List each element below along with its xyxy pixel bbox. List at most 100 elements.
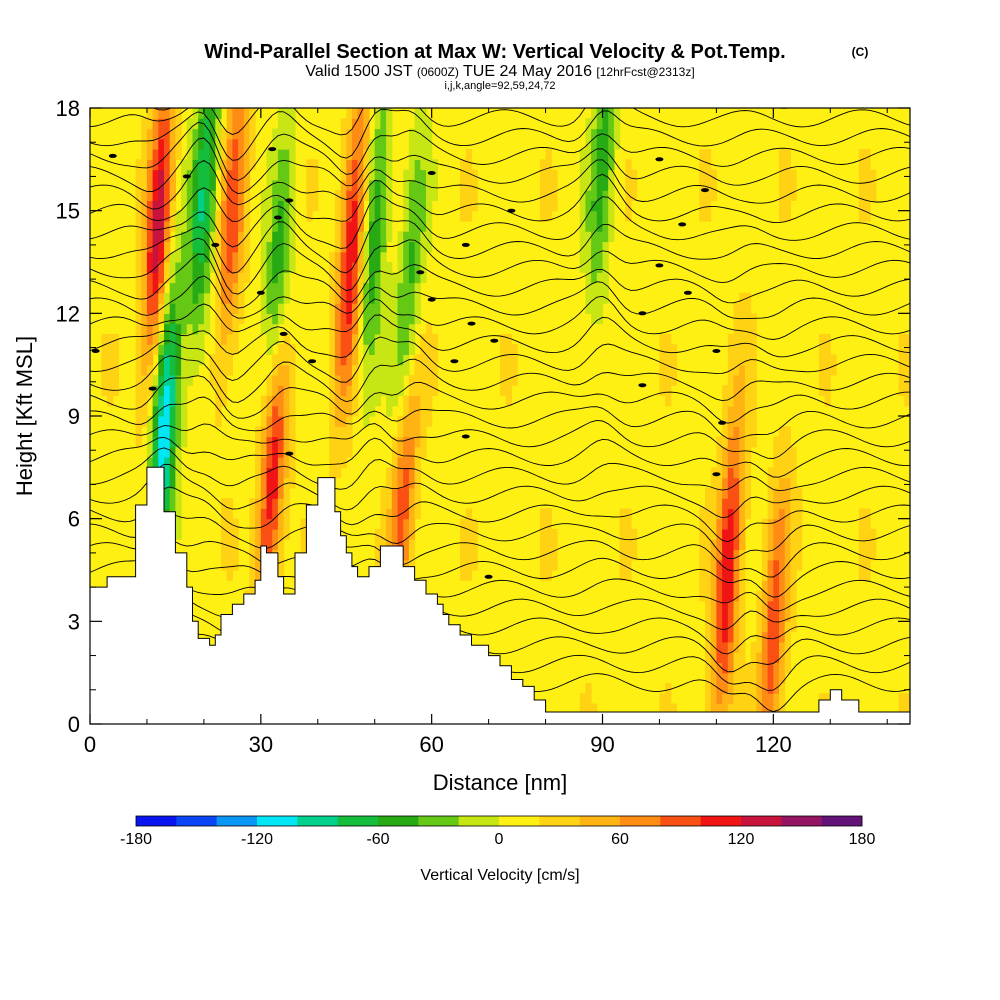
velocity-cell bbox=[289, 364, 296, 376]
velocity-cell bbox=[403, 313, 410, 325]
velocity-cell bbox=[431, 354, 438, 366]
velocity-cell bbox=[733, 703, 740, 715]
velocity-cell bbox=[226, 262, 233, 273]
velocity-cell bbox=[591, 241, 598, 253]
velocity-cell bbox=[397, 416, 404, 427]
velocity-cell bbox=[135, 416, 142, 427]
velocity-cell bbox=[221, 508, 228, 520]
velocity-cell bbox=[283, 457, 290, 468]
velocity-cell bbox=[329, 333, 336, 345]
velocity-cell bbox=[175, 374, 182, 386]
velocity-cell bbox=[739, 333, 746, 345]
velocity-cell bbox=[226, 539, 233, 551]
velocity-cell bbox=[192, 344, 199, 355]
velocity-cell bbox=[158, 374, 165, 386]
velocity-cell bbox=[716, 621, 723, 633]
velocity-cell bbox=[175, 220, 182, 232]
velocity-cell bbox=[386, 138, 393, 150]
velocity-cell bbox=[272, 467, 279, 479]
velocity-cell bbox=[255, 426, 262, 438]
velocity-cell bbox=[260, 272, 268, 284]
velocity-cell bbox=[420, 169, 427, 181]
velocity-cell bbox=[203, 108, 211, 119]
velocity-cell bbox=[277, 416, 285, 427]
velocity-cell bbox=[579, 693, 586, 705]
velocity-cell bbox=[779, 682, 786, 694]
velocity-cell bbox=[596, 282, 604, 294]
velocity-cell bbox=[215, 220, 222, 232]
velocity-cell bbox=[414, 508, 421, 520]
velocity-cell bbox=[369, 231, 376, 243]
velocity-cell bbox=[221, 128, 228, 140]
velocity-cell bbox=[773, 590, 780, 602]
velocity-cell bbox=[351, 364, 359, 376]
velocity-cell bbox=[249, 559, 256, 571]
velocity-cell bbox=[858, 190, 866, 201]
velocity-cell bbox=[226, 364, 233, 376]
velocity-cell bbox=[186, 241, 194, 253]
velocity-cell bbox=[107, 374, 114, 386]
velocity-cell bbox=[619, 508, 626, 520]
velocity-cell bbox=[397, 292, 404, 304]
velocity-cell bbox=[363, 118, 370, 130]
velocity-cell bbox=[716, 436, 723, 448]
velocity-cell bbox=[146, 333, 154, 345]
velocity-cell bbox=[380, 262, 387, 273]
velocity-cell bbox=[591, 159, 598, 171]
velocity-cell bbox=[761, 682, 769, 694]
velocity-cell bbox=[386, 200, 393, 212]
velocity-cell bbox=[784, 210, 791, 222]
velocity-cell bbox=[169, 446, 176, 458]
velocity-cell bbox=[460, 159, 467, 171]
velocity-cell bbox=[539, 539, 547, 551]
velocity-cell bbox=[858, 210, 866, 222]
velocity-cell bbox=[403, 559, 410, 571]
velocity-cell bbox=[722, 621, 729, 633]
velocity-cell bbox=[750, 374, 757, 386]
velocity-cell bbox=[705, 590, 712, 602]
velocity-cell bbox=[784, 426, 791, 438]
velocity-cell bbox=[727, 405, 735, 417]
velocity-cell bbox=[585, 693, 592, 705]
velocity-cell bbox=[790, 559, 797, 571]
velocity-cell bbox=[471, 549, 478, 561]
velocity-cell bbox=[221, 210, 228, 222]
velocity-cell bbox=[773, 693, 780, 705]
velocity-cell bbox=[181, 220, 188, 232]
velocity-cell bbox=[539, 200, 547, 212]
colorbar-swatch bbox=[821, 816, 863, 826]
velocity-cell bbox=[898, 693, 905, 705]
velocity-cell bbox=[585, 303, 592, 314]
velocity-cell bbox=[158, 354, 165, 366]
velocity-cell bbox=[215, 108, 222, 119]
velocity-cell bbox=[414, 292, 421, 304]
velocity-cell bbox=[164, 487, 171, 499]
velocity-cell bbox=[397, 344, 404, 355]
velocity-cell bbox=[722, 405, 729, 417]
velocity-cell bbox=[192, 251, 199, 263]
velocity-cell bbox=[363, 282, 370, 294]
velocity-cell bbox=[727, 467, 735, 479]
velocity-cell bbox=[221, 169, 228, 181]
velocity-cell bbox=[773, 446, 780, 458]
isentrope-line bbox=[90, 486, 910, 543]
velocity-cell bbox=[283, 200, 290, 212]
velocity-cell bbox=[277, 303, 285, 314]
velocity-cell bbox=[767, 672, 774, 684]
velocity-cell bbox=[722, 590, 729, 602]
velocity-cell bbox=[716, 600, 723, 612]
velocity-cell bbox=[426, 374, 433, 386]
velocity-cell bbox=[761, 703, 769, 715]
velocity-cell bbox=[408, 220, 416, 232]
velocity-cell bbox=[426, 200, 433, 212]
velocity-cell bbox=[232, 200, 239, 212]
velocity-cell bbox=[739, 652, 746, 663]
velocity-cell bbox=[403, 446, 410, 458]
velocity-cell bbox=[369, 138, 376, 150]
velocity-cell bbox=[141, 149, 148, 160]
velocity-cell bbox=[277, 395, 285, 407]
velocity-cell bbox=[107, 395, 114, 407]
velocity-cell bbox=[619, 539, 626, 551]
velocity-cell bbox=[164, 303, 171, 314]
velocity-cell bbox=[346, 138, 353, 150]
